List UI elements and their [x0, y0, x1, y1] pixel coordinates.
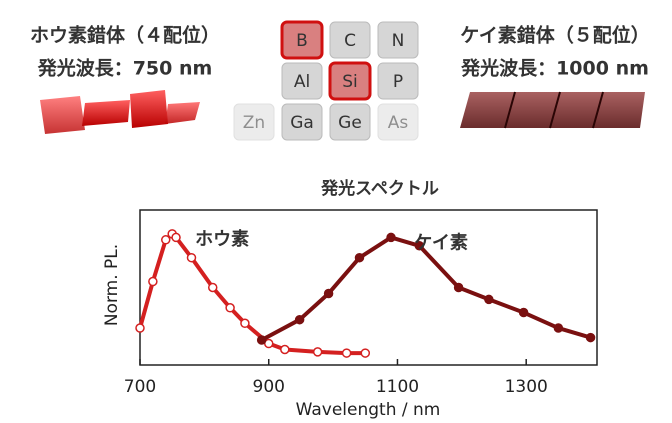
series-label: ケイ素 — [414, 232, 468, 253]
element-symbol: Zn — [243, 113, 265, 133]
data-point — [387, 233, 395, 241]
silicon-ribbon — [460, 92, 645, 128]
data-point — [355, 254, 363, 262]
data-point — [587, 334, 595, 342]
page: ホウ素錯体（４配位） 発光波長：750 nm ケイ素錯体（５配位） 発光波長：1… — [0, 0, 672, 423]
data-point — [241, 319, 249, 327]
element-symbol: Al — [294, 72, 310, 92]
data-point — [361, 349, 369, 357]
x-tick-label: 900 — [253, 377, 285, 397]
right-subtitle: 発光波長：1000 nm — [460, 57, 649, 80]
data-point — [296, 316, 304, 324]
data-point — [343, 349, 351, 357]
periodic-table: B C N Al Si P Zn Ga Ge As — [234, 22, 418, 140]
data-point — [226, 304, 234, 312]
data-point — [281, 346, 289, 354]
x-tick-label: 1300 — [505, 377, 548, 397]
element-symbol: B — [296, 31, 308, 51]
x-tick-label: 700 — [124, 377, 156, 397]
data-point — [172, 233, 180, 241]
data-point — [325, 289, 333, 297]
element-symbol: As — [388, 113, 409, 133]
data-point — [314, 348, 322, 356]
data-point — [136, 324, 144, 332]
element-symbol: P — [393, 72, 403, 92]
data-point — [455, 284, 463, 292]
left-subtitle: 発光波長：750 nm — [37, 57, 213, 80]
right-title: ケイ素錯体（５配位） — [460, 24, 650, 47]
data-point — [258, 336, 266, 344]
data-point — [554, 324, 562, 332]
element-symbol: Ge — [338, 113, 362, 133]
data-point — [209, 284, 217, 292]
chart: 発光スペクトル Wavelength / nm Norm. PL. 700 900… — [102, 178, 597, 420]
data-point — [520, 309, 528, 317]
data-point — [149, 278, 157, 286]
element-symbol: Ga — [290, 113, 314, 133]
boron-ribbon — [40, 90, 200, 134]
element-symbol: C — [344, 31, 356, 51]
left-title: ホウ素錯体（４配位） — [30, 24, 220, 47]
data-point — [485, 295, 493, 303]
data-point — [162, 236, 170, 244]
series-label: ホウ素 — [195, 229, 249, 250]
y-axis-label: Norm. PL. — [102, 244, 122, 326]
chart-title: 発光スペクトル — [320, 178, 439, 199]
figure: ホウ素錯体（４配位） 発光波長：750 nm ケイ素錯体（５配位） 発光波長：1… — [0, 0, 672, 423]
element-symbol: N — [392, 31, 405, 51]
x-axis-label: Wavelength / nm — [296, 400, 441, 420]
x-tick-label: 1100 — [376, 377, 419, 397]
data-point — [187, 254, 195, 262]
element-symbol: Si — [342, 72, 358, 92]
